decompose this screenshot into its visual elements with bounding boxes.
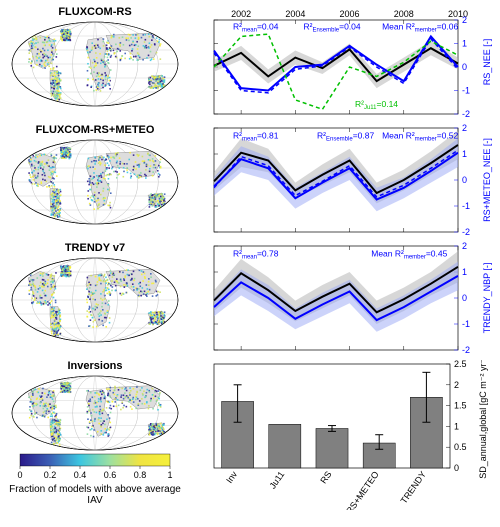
map-cell-2: TRENDY v7 — [0, 240, 190, 358]
chart-cell-0: 20022004200620082010-2-1012R²mean=0.04R²… — [190, 4, 500, 122]
colorbar-label: Fraction of models with above average IA… — [2, 484, 188, 506]
svg-text:R²mean=0.78: R²mean=0.78 — [233, 248, 279, 260]
svg-text:0: 0 — [462, 175, 467, 185]
svg-text:-1: -1 — [462, 319, 470, 329]
svg-text:2002: 2002 — [231, 9, 251, 19]
svg-text:2: 2 — [462, 124, 467, 133]
svg-text:0.5: 0.5 — [454, 442, 467, 452]
map-title: TRENDY v7 — [65, 242, 125, 254]
svg-text:Ju11: Ju11 — [267, 469, 286, 490]
svg-text:RS_NEE [-]: RS_NEE [-] — [482, 39, 492, 86]
svg-text:1.5: 1.5 — [454, 401, 467, 411]
svg-text:2008: 2008 — [394, 9, 414, 19]
svg-text:2: 2 — [462, 242, 467, 251]
world-map — [10, 138, 180, 226]
svg-text:RS+METEO_NEE [-]: RS+METEO_NEE [-] — [482, 138, 492, 222]
svg-text:2004: 2004 — [285, 9, 305, 19]
svg-text:Mean R²member=0.45: Mean R²member=0.45 — [371, 248, 447, 260]
svg-text:-1: -1 — [462, 201, 470, 211]
svg-text:-2: -2 — [462, 227, 470, 236]
chart-cell-2: -2 -1 0 1 2 R²mean=0.78 Mean R²member=0.45 TREN… — [190, 240, 500, 358]
svg-text:1: 1 — [167, 470, 172, 480]
world-map — [10, 374, 180, 452]
svg-text:0.4: 0.4 — [74, 470, 87, 480]
svg-text:0: 0 — [462, 293, 467, 303]
chart-cell-1: -2-1012R²mean=0.81R²Ensemble=0.87Mean R²… — [190, 122, 500, 240]
svg-text:0.6: 0.6 — [104, 470, 117, 480]
svg-text:R²mean=0.04: R²mean=0.04 — [233, 21, 279, 33]
svg-text:R²Ensemble=0.87: R²Ensemble=0.87 — [317, 130, 374, 142]
svg-text:1: 1 — [462, 149, 467, 159]
svg-text:-1: -1 — [462, 86, 470, 96]
chart-cell-3: 0 0.5 1 1.5 2 2.5 Inv Ju11 RS RS+METEO TRENDY SD_an… — [190, 358, 500, 513]
svg-text:2.5: 2.5 — [454, 360, 467, 369]
world-map — [10, 256, 180, 344]
svg-text:R²Ju11=0.14: R²Ju11=0.14 — [355, 99, 398, 111]
map-title: FLUXCOM-RS+METEO — [36, 124, 155, 136]
svg-text:-2: -2 — [462, 109, 470, 118]
svg-text:0: 0 — [17, 470, 22, 480]
svg-text:1: 1 — [462, 267, 467, 277]
svg-text:2: 2 — [454, 380, 459, 390]
svg-text:2: 2 — [462, 15, 467, 25]
svg-text:R²Ensemble=0.04: R²Ensemble=0.04 — [303, 21, 360, 33]
svg-text:TRENDY_NBP [-]: TRENDY_NBP [-] — [482, 263, 492, 334]
svg-text:Mean R²member=0.06: Mean R²member=0.06 — [382, 21, 458, 33]
svg-text:0: 0 — [462, 62, 467, 72]
svg-text:1: 1 — [462, 39, 467, 49]
svg-text:2006: 2006 — [340, 9, 360, 19]
svg-text:RS: RS — [318, 469, 333, 485]
colorbar: 0 0.2 0.4 0.6 0.8 1 — [10, 452, 180, 482]
svg-text:0: 0 — [454, 463, 459, 473]
world-map — [10, 20, 180, 108]
svg-text:SD_annual,global [gC m⁻² yr⁻¹]: SD_annual,global [gC m⁻² yr⁻¹] — [478, 360, 488, 479]
svg-text:0.2: 0.2 — [44, 470, 57, 480]
map-title: Inversions — [67, 360, 122, 372]
map-cell-3: Inversions 0 0.2 0.4 0.6 0.8 1 Fraction of mode… — [0, 358, 190, 513]
svg-text:1: 1 — [454, 421, 459, 431]
map-cell-0: FLUXCOM-RS — [0, 4, 190, 122]
svg-text:TRENDY: TRENDY — [399, 469, 428, 505]
map-cell-1: FLUXCOM-RS+METEO — [0, 122, 190, 240]
svg-text:RS+METEO: RS+METEO — [344, 469, 381, 510]
svg-text:-2: -2 — [462, 345, 470, 354]
svg-text:0.8: 0.8 — [134, 470, 147, 480]
map-title: FLUXCOM-RS — [58, 6, 131, 18]
svg-text:Inv: Inv — [224, 469, 239, 485]
